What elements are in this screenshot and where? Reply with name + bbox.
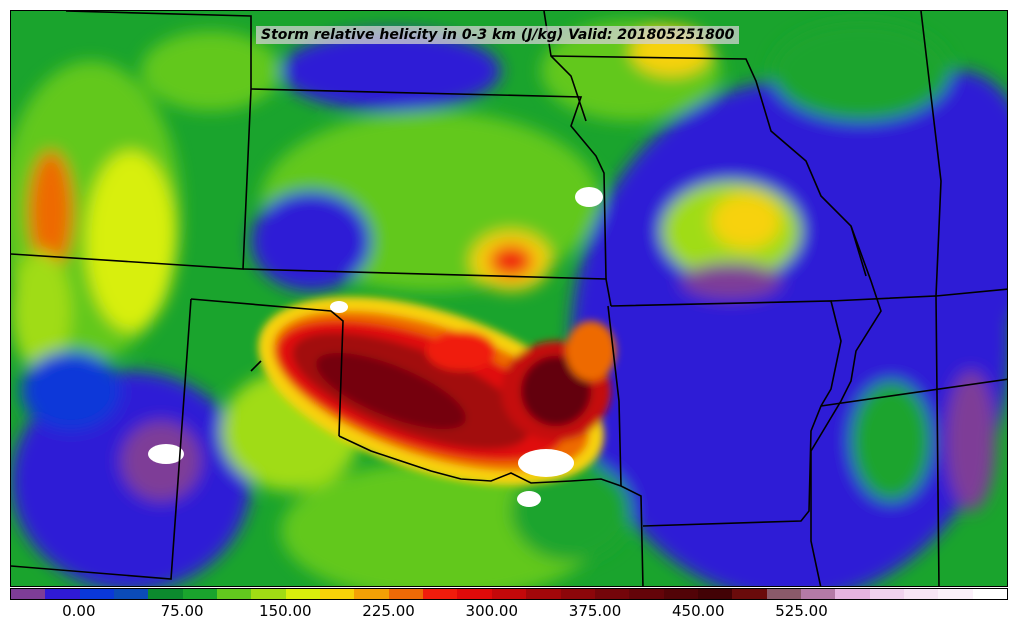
colorbar-swatch (766, 589, 801, 599)
colorbar-swatch (526, 589, 561, 599)
colorbar-swatch (354, 589, 389, 599)
colorbar-tick-label: 75.00 (160, 602, 204, 620)
max-helicity-area (518, 449, 574, 477)
colorbar-swatch (663, 589, 698, 599)
colorbar-swatch (114, 589, 149, 599)
colorbar-swatch (79, 589, 115, 599)
colorbar-swatch (45, 589, 80, 599)
colorbar-swatch (835, 589, 870, 599)
colorbar-tick-label: 525.00 (775, 602, 828, 620)
colorbar-swatch (800, 589, 836, 599)
colorbar-swatch (491, 589, 527, 599)
colorbar-swatch (423, 589, 458, 599)
colorbar-swatch (457, 589, 492, 599)
colorbar-swatch (285, 589, 321, 599)
colorbar-tick-label: 225.00 (362, 602, 415, 620)
colorbar-swatch (903, 589, 939, 599)
colorbar-swatch (869, 589, 904, 599)
colorbar (10, 588, 1008, 600)
colorbar-tick-label: 0.00 (62, 602, 96, 620)
colorbar-tick-label: 300.00 (465, 602, 519, 620)
colorbar-swatch (697, 589, 733, 599)
colorbar-swatch (148, 589, 183, 599)
state-borders (11, 11, 1007, 586)
colorbar-swatch (629, 589, 664, 599)
colorbar-swatch (732, 589, 767, 599)
colorbar-swatch (938, 589, 973, 599)
map-panel: Storm relative helicity in 0-3 km (J/kg)… (10, 10, 1008, 587)
colorbar-tick-label: 150.00 (259, 602, 312, 620)
colorbar-swatch (972, 589, 1007, 599)
colorbar-swatch (388, 589, 424, 599)
colorbar-swatch (217, 589, 252, 599)
colorbar-tick-label: 450.00 (672, 602, 725, 620)
helicity-contours (11, 21, 1007, 586)
colorbar-swatch (320, 589, 355, 599)
colorbar-swatch (594, 589, 630, 599)
colorbar-tick-label: 375.00 (568, 602, 622, 620)
colorbar-swatch (251, 589, 286, 599)
colorbar-swatch (182, 589, 218, 599)
colorbar-ticks: 0.00 75.00 150.00 225.00 300.00 375.00 450.00 5… (10, 602, 1008, 626)
colorbar-swatch (11, 589, 46, 599)
colorbar-swatch (560, 589, 595, 599)
map-title: Storm relative helicity in 0-3 km (J/kg)… (256, 26, 740, 44)
helicity-map (11, 11, 1007, 586)
